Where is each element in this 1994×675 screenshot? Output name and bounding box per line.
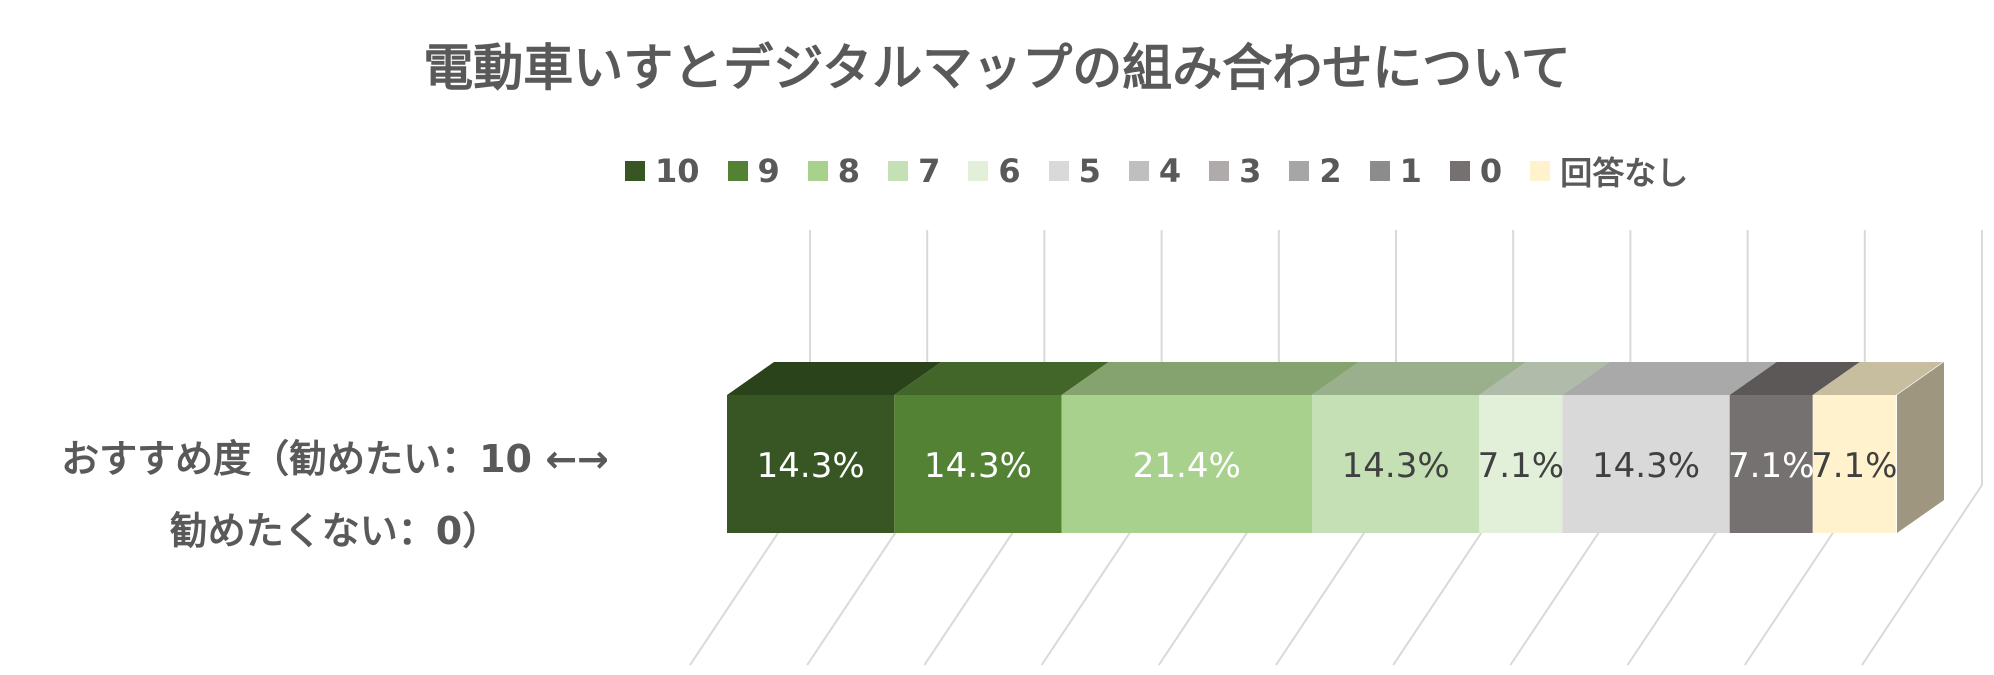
legend-swatch	[1289, 161, 1310, 181]
gridline-floor	[1861, 484, 1983, 666]
legend-swatch	[727, 161, 748, 181]
bar-segment-top	[1061, 362, 1359, 395]
legend-swatch	[888, 161, 909, 181]
legend-item: 3	[1209, 152, 1261, 190]
data-label: 14.3%	[1592, 446, 1700, 486]
data-label: 21.4%	[1133, 446, 1241, 486]
legend-label: 10	[655, 152, 700, 190]
bar-side-face	[1897, 362, 1944, 533]
bar-segment	[1729, 395, 1813, 533]
legend-item: 2	[1289, 152, 1342, 190]
legend-swatch	[1449, 161, 1470, 181]
legend-label: 4	[1158, 152, 1182, 190]
legend-label: 7	[918, 152, 941, 190]
legend-label: 3	[1239, 152, 1262, 190]
legend-label: 回答なし	[1560, 154, 1689, 192]
category-label-line-1: おすすめ度（勧めたい：10 ←→	[61, 437, 609, 481]
bar-segment-top	[894, 362, 1109, 395]
data-label: 14.3%	[924, 446, 1032, 486]
legend-item: 回答なし	[1530, 148, 1688, 194]
data-label: 7.1%	[1811, 446, 1897, 486]
legend-item: 0	[1449, 152, 1503, 190]
legend-item: 4	[1128, 152, 1182, 190]
bar-segment	[1312, 395, 1480, 533]
legend-label: 1	[1399, 152, 1422, 190]
data-label: 14.3%	[757, 446, 865, 486]
legend-item: 6	[968, 152, 1021, 190]
legend-label: 5	[1078, 152, 1101, 190]
legend-swatch	[807, 161, 828, 181]
legend-label: 8	[837, 152, 861, 190]
legend-item: 8	[807, 152, 861, 190]
legend-swatch	[1369, 161, 1390, 181]
legend-swatch	[1530, 161, 1551, 181]
legend-swatch	[1048, 161, 1069, 181]
bar-segment-top	[1812, 362, 1943, 395]
legend-swatch	[1209, 161, 1230, 181]
legend-item: 9	[727, 152, 780, 190]
bar-segment-top	[1729, 362, 1860, 395]
legend-swatch	[625, 161, 645, 181]
legend-item: 7	[888, 152, 940, 190]
bar-segment	[894, 395, 1062, 533]
legend-label: 2	[1319, 152, 1342, 190]
bar-segment-top	[1562, 362, 1777, 395]
data-label: 14.3%	[1342, 446, 1450, 486]
bar-segment	[727, 395, 895, 533]
bar-segment	[1812, 395, 1896, 533]
legend-label: 6	[998, 152, 1021, 190]
data-label: 7.1%	[1478, 446, 1564, 486]
legend-item: 1	[1369, 152, 1422, 190]
legend-label: 9	[757, 152, 780, 190]
bar-segment	[1562, 395, 1730, 533]
legend: 10 9 8 7 6 5 4 3 2 1 0 回答なし	[625, 148, 1716, 194]
legend-swatch	[1128, 161, 1149, 181]
category-label-line-2: 勧めたくない：0）	[169, 509, 501, 553]
bar-segment-top	[1312, 362, 1527, 395]
chart-title: 電動車いすとデジタルマップの組み合わせについて	[423, 39, 1571, 97]
bar-segment-top	[1479, 362, 1610, 395]
legend-item: 5	[1048, 152, 1101, 190]
legend-swatch	[968, 161, 989, 181]
bar-segment	[1061, 395, 1312, 533]
bar-segment-top	[727, 362, 942, 395]
data-label: 7.1%	[1728, 446, 1814, 486]
bar-segment	[1479, 395, 1563, 533]
legend-item: 10	[625, 152, 700, 190]
legend-label: 0	[1479, 152, 1503, 190]
